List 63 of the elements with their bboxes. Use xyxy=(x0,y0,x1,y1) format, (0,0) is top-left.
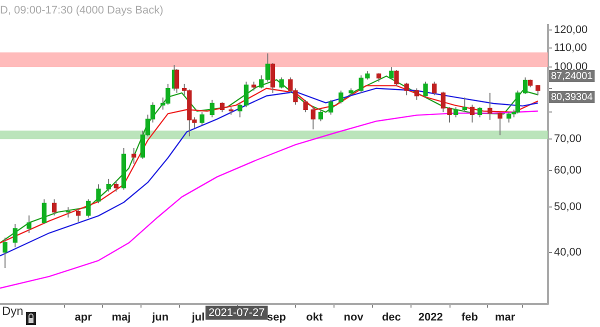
candlestick xyxy=(303,99,308,113)
candlestick xyxy=(338,90,344,104)
candlestick xyxy=(498,112,502,136)
y-tick-label: 110,00 xyxy=(554,42,587,54)
candlestick xyxy=(462,97,467,113)
text: 80,39304 xyxy=(551,92,594,103)
candlestick xyxy=(404,82,409,96)
y-tick-label: 60,00 xyxy=(554,164,582,176)
candlestick xyxy=(106,178,111,192)
candlestick xyxy=(76,208,81,222)
candlestick xyxy=(522,76,528,95)
x-tick-label: jul xyxy=(190,311,205,324)
y-tick-label: 50,00 xyxy=(554,201,582,214)
candlestick xyxy=(394,70,399,87)
y-tick-label: 120,00 xyxy=(554,24,588,36)
candlestick xyxy=(2,237,8,269)
candlestick xyxy=(270,62,276,94)
text: Dyn xyxy=(2,304,24,318)
chart-title: D, 09:00-17:30 (4000 Days Back) xyxy=(0,4,164,17)
x-tick-label: sep xyxy=(267,311,286,324)
candlestick xyxy=(52,198,57,216)
x-tick-label: jun xyxy=(151,311,169,324)
candlestick xyxy=(66,206,71,218)
candlestick xyxy=(12,224,18,248)
candlestick xyxy=(536,84,540,96)
candlestick xyxy=(318,109,324,122)
candlestick xyxy=(432,81,437,96)
candlestick xyxy=(238,102,242,118)
candlestick xyxy=(265,52,270,82)
y-tick-label: 40,00 xyxy=(554,246,582,258)
candlestick xyxy=(279,76,284,89)
candlestick xyxy=(114,180,118,192)
candlestick xyxy=(42,198,47,225)
candlestick xyxy=(259,74,264,89)
candlestick xyxy=(488,92,492,120)
x-tick-label: 2022 xyxy=(418,311,443,324)
candlestick xyxy=(96,184,101,204)
candlestick xyxy=(515,90,520,114)
candlestick xyxy=(453,106,458,118)
candlestick xyxy=(220,102,225,113)
candlestick xyxy=(86,198,91,218)
candlestick xyxy=(470,104,475,124)
text: 87,24001 xyxy=(551,70,594,82)
candlestick xyxy=(310,106,316,130)
x-tick-label: mar xyxy=(494,311,516,324)
x-tick-label: feb xyxy=(461,311,478,324)
candlestick xyxy=(244,81,249,108)
x-tick-label: nov xyxy=(344,311,364,324)
y-tick-label: 70,00 xyxy=(554,133,582,146)
candlestick xyxy=(200,112,204,126)
x-tick-label: maj xyxy=(112,311,131,324)
x-tick-label: dec xyxy=(382,311,401,324)
text: 2021-07-27 xyxy=(208,306,265,319)
x-tick-label: okt xyxy=(306,311,323,324)
y-tick-label: 100,00 xyxy=(554,61,588,74)
candlestick xyxy=(26,214,32,234)
candlestick xyxy=(389,66,394,80)
candlestick xyxy=(477,106,482,118)
candlestick xyxy=(210,99,214,118)
candlestick xyxy=(328,99,334,116)
candlestick xyxy=(423,81,428,98)
candlestick xyxy=(174,68,180,94)
x-tick-label: apr xyxy=(74,311,93,324)
